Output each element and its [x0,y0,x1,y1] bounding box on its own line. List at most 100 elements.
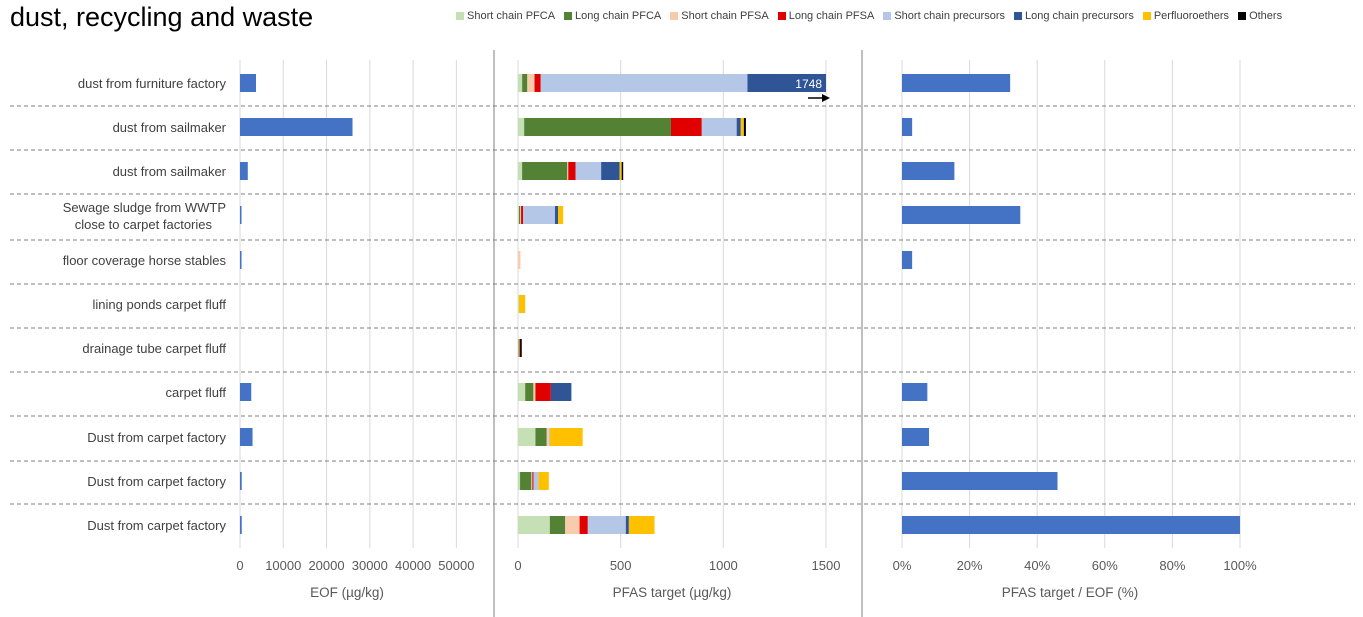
eof-bar [240,428,253,446]
legend-label: Long chain PFSA [788,10,875,22]
legend-swatch [670,12,679,20]
legend-swatch [1014,12,1022,20]
legend-item-short-chain-precursors: Short chain precursors [883,10,1005,22]
ratio-bar [902,383,928,401]
pfas-segment-short-chain-pfsa [527,74,535,92]
pfas-segment-short-chain-pfca [518,383,526,401]
legend-item-short-chain-pfsa: Short chain PFSA [670,10,769,22]
axis-title-ratio: PFAS target / EOF (%) [1002,585,1139,600]
pfas-segment-long-chain-pfca [519,206,521,224]
category-label: lining ponds carpet fluff [93,297,227,312]
pfas-segment-short-chain-precursors [587,516,626,534]
category-label: Dust from carpet factory [87,518,226,533]
pfas-segment-short-chain-pfca [518,74,523,92]
legend-swatch [777,12,786,20]
legend-label: Long chain PFCA [575,10,662,22]
pfas-segment-long-chain-pfca [525,383,534,401]
pfas-segment-long-chain-precursors [550,383,572,401]
category-label: dust from sailmaker [113,164,227,179]
tick-label-pfas: 500 [610,558,632,573]
tick-label-ratio: 20% [957,558,983,573]
legend-swatch [1142,12,1151,20]
pfas-segment-short-chain-pfsa [533,383,536,401]
tick-label-eof: 40000 [395,558,431,573]
legend-item-others: Others [1238,10,1282,22]
axis-title-pfas: PFAS target (µg/kg) [613,585,732,600]
pfas-segment-short-chain-precursors [540,74,748,92]
pfas-segment-long-chain-precursors [747,74,826,92]
pfas-segment-perfluoroethers [549,428,583,446]
pfas-segment-short-chain-pfsa [546,428,549,446]
legend-label: Others [1249,10,1283,22]
legend-label: Short chain PFCA [467,10,556,22]
legend-label: Perfluoroethers [1153,10,1230,22]
eof-bar [240,516,242,534]
tick-label-pfas: 0 [514,558,521,573]
pfas-segment-short-chain-pfca [518,118,525,136]
tick-label-ratio: 60% [1092,558,1118,573]
pfas-segment-perfluoroethers [619,162,622,180]
overflow-value-label: 1748 [795,77,822,91]
pfas-segment-perfluoroethers [628,516,655,534]
legend-item-long-chain-precursors: Long chain precursors [1014,10,1134,22]
pfas-segment-short-chain-pfca [518,472,521,490]
ratio-bar [902,118,913,136]
legend-swatch [883,12,892,20]
pfas-segment-long-chain-precursors [625,516,629,534]
tick-label-ratio: 80% [1159,558,1185,573]
tick-label-pfas: 1000 [709,558,738,573]
eof-bar [240,251,242,269]
category-label: floor coverage horse stables [63,253,227,268]
pfas-segment-short-chain-precursors [548,428,551,446]
pfas-segment-short-chain-pfca [518,516,550,534]
ratio-bar [902,516,1240,534]
pfas-segment-long-chain-pfsa [670,118,702,136]
tick-label-ratio: 40% [1024,558,1050,573]
legend-swatch [564,12,573,20]
eof-bar [240,118,353,136]
category-label: Sewage sludge from WWTP close to carpet f… [63,200,226,232]
pfas-segment-long-chain-pfca [522,74,528,92]
pfas-segment-short-chain-pfsa [565,516,580,534]
chart-title: dust, recycling and waste [10,2,314,32]
eof-bar [240,383,252,401]
pfas-segment-short-chain-precursors [523,206,555,224]
pfas-segment-short-chain-pfsa [520,206,522,224]
pfas-segment-short-chain-pfsa [531,472,533,490]
legend-swatch [1238,12,1247,20]
pfas-segment-short-chain-precursors [575,162,602,180]
category-label: Dust from carpet factory [87,474,226,489]
pfas-segment-short-chain-pfsa [567,162,569,180]
legend-item-long-chain-pfca: Long chain PFCA [564,10,661,22]
eof-bar [240,206,242,224]
pfas-segment-long-chain-pfca [522,162,568,180]
pfas-segment-short-chain-pfca [518,206,520,224]
pfas-segment-long-chain-pfsa [568,162,576,180]
category-label: dust from sailmaker [113,120,227,135]
ratio-bar [902,162,955,180]
pfas-segment-long-chain-pfsa [532,472,534,490]
ratio-bar [902,74,1011,92]
legend-label: Short chain PFSA [681,10,769,22]
pfas-segment-short-chain-precursors [533,472,539,490]
category-label: drainage tube carpet fluff [82,341,226,356]
tick-label-eof: 20000 [308,558,344,573]
pfas-segment-short-chain-pfca [518,428,536,446]
legend-label: Long chain precursors [1025,10,1134,22]
pfas-segment-others [520,339,522,357]
ratio-bar [902,428,930,446]
pfas-segment-short-chain-pfca [518,162,523,180]
legend-label: Short chain precursors [894,10,1005,22]
eof-bar [240,74,257,92]
ratio-bar [902,251,913,269]
tick-label-eof: 30000 [352,558,388,573]
legend-item-long-chain-pfsa: Long chain PFSA [777,10,875,22]
pfas-segment-long-chain-pfsa [534,74,541,92]
tick-label-eof: 10000 [265,558,301,573]
tick-label-ratio: 0% [893,558,912,573]
pfas-segment-perfluoroethers [558,206,564,224]
category-label: carpet fluff [166,385,227,400]
category-label: Dust from carpet factory [87,430,226,445]
pfas-segment-others [621,162,624,180]
pfas-segment-long-chain-pfca [520,472,532,490]
